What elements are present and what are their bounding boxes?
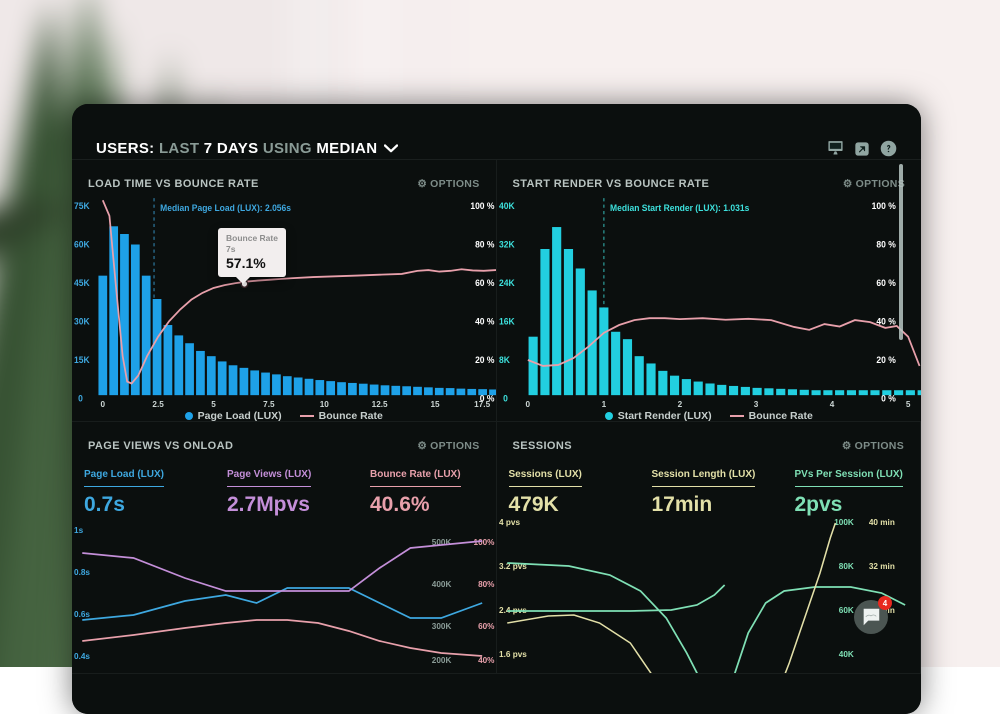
svg-text:40K: 40K <box>838 650 853 659</box>
svg-text:40 min: 40 min <box>868 518 894 527</box>
svg-text:80%: 80% <box>478 580 494 589</box>
svg-text:100 %: 100 % <box>871 201 895 211</box>
svg-text:5: 5 <box>211 399 216 409</box>
svg-text:1s: 1s <box>74 526 84 535</box>
svg-text:75K: 75K <box>74 201 90 211</box>
svg-text:100%: 100% <box>474 538 495 547</box>
svg-text:45K: 45K <box>74 278 90 288</box>
svg-text:0.6s: 0.6s <box>74 610 90 619</box>
svg-text:2: 2 <box>677 399 682 409</box>
svg-text:100 %: 100 % <box>470 201 494 211</box>
svg-text:5: 5 <box>905 399 910 409</box>
svg-text:24K: 24K <box>499 278 515 288</box>
svg-text:1.6 pvs: 1.6 pvs <box>499 650 527 659</box>
svg-text:60K: 60K <box>838 606 853 615</box>
svg-text:20 %: 20 % <box>475 355 495 365</box>
svg-text:0: 0 <box>525 399 530 409</box>
svg-text:0: 0 <box>100 399 105 409</box>
svg-text:40%: 40% <box>478 656 494 665</box>
svg-text:400K: 400K <box>432 580 452 589</box>
svg-text:4 pvs: 4 pvs <box>499 518 520 527</box>
svg-text:30K: 30K <box>74 316 90 326</box>
svg-text:100K: 100K <box>834 518 854 527</box>
svg-text:Median Page Load (LUX): 2.056s: Median Page Load (LUX): 2.056s <box>160 203 291 213</box>
svg-text:80 %: 80 % <box>475 239 495 249</box>
svg-text:300K: 300K <box>432 622 452 631</box>
svg-text:0.8s: 0.8s <box>74 568 90 577</box>
svg-text:80K: 80K <box>838 562 853 571</box>
svg-text:32 min: 32 min <box>868 562 894 571</box>
svg-text:4: 4 <box>829 399 834 409</box>
svg-text:Median Start Render (LUX): 1.0: Median Start Render (LUX): 1.031s <box>610 203 749 213</box>
svg-text:60 %: 60 % <box>475 278 495 288</box>
svg-text:12.5: 12.5 <box>372 399 388 409</box>
svg-text:80 %: 80 % <box>876 239 896 249</box>
svg-text:0.4s: 0.4s <box>74 652 90 661</box>
svg-text:0: 0 <box>503 393 508 403</box>
svg-text:15K: 15K <box>74 355 90 365</box>
svg-text:3: 3 <box>753 399 758 409</box>
svg-text:17.5: 17.5 <box>474 399 490 409</box>
svg-text:60%: 60% <box>478 622 494 631</box>
svg-text:0: 0 <box>78 393 83 403</box>
svg-text:20 %: 20 % <box>876 355 896 365</box>
svg-text:16K: 16K <box>499 316 515 326</box>
svg-text:7.5: 7.5 <box>263 399 275 409</box>
svg-text:15: 15 <box>430 399 439 409</box>
svg-text:1: 1 <box>601 399 606 409</box>
svg-text:40K: 40K <box>499 201 515 211</box>
svg-text:32K: 32K <box>499 239 515 249</box>
svg-text:60 %: 60 % <box>876 278 896 288</box>
svg-text:10: 10 <box>320 399 329 409</box>
svg-text:60K: 60K <box>74 239 90 249</box>
svg-text:8K: 8K <box>499 355 511 365</box>
svg-text:2.5: 2.5 <box>152 399 164 409</box>
svg-text:40 %: 40 % <box>475 316 495 326</box>
svg-text:200K: 200K <box>432 656 452 665</box>
